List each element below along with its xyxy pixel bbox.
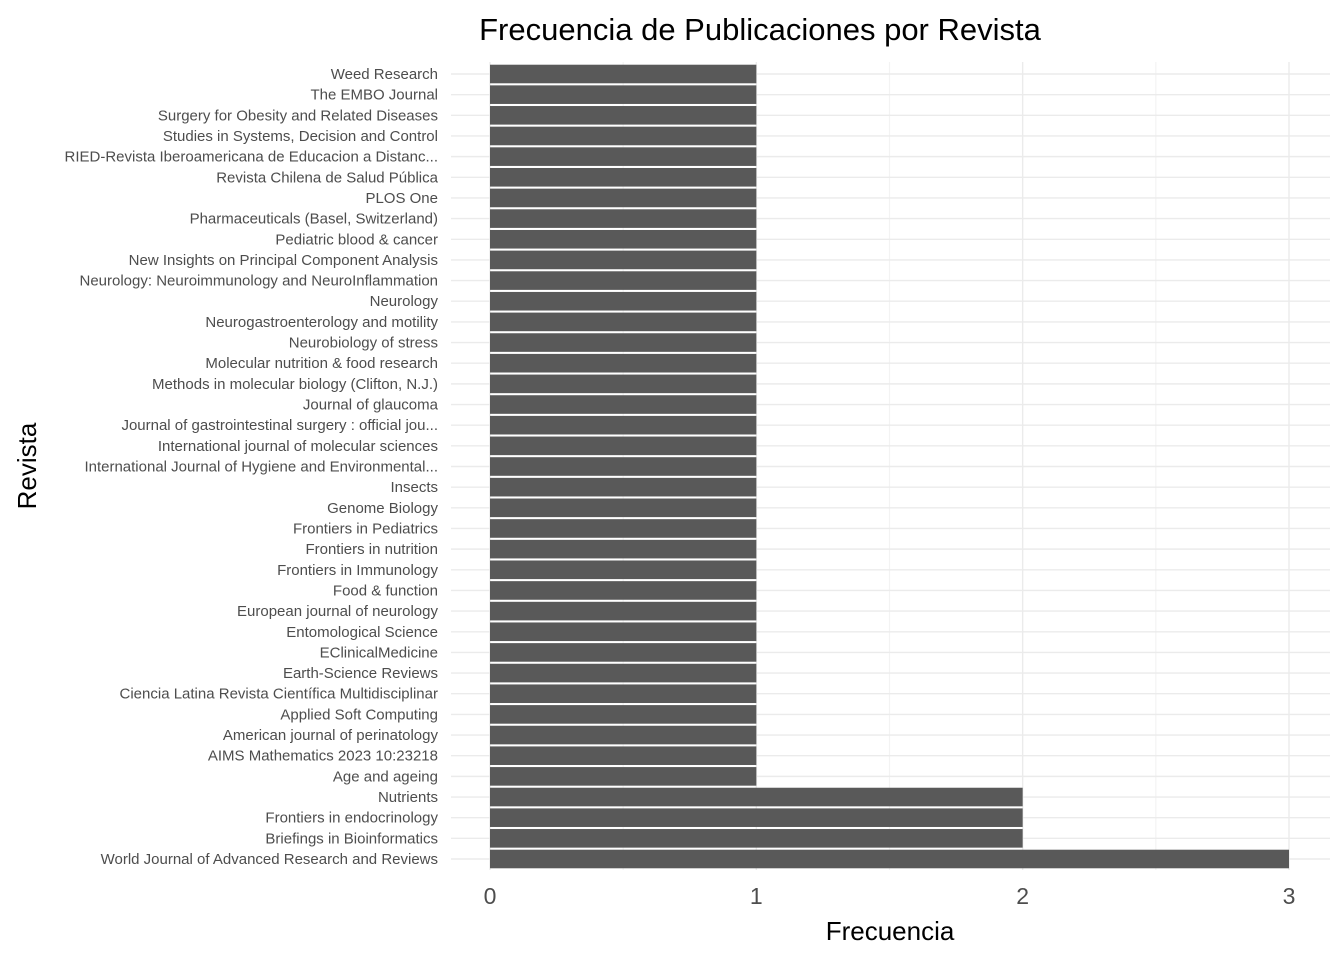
y-axis-tick-labels: Weed Research The EMBO Journal Surgery for… <box>64 66 438 868</box>
x-tick-label: 1 <box>750 883 763 909</box>
y-tick-label: Studies in Systems, Decision and Control <box>163 128 438 145</box>
y-tick-label: Pharmaceuticals (Basel, Switzerland) <box>190 211 438 228</box>
bar <box>490 229 757 249</box>
bar <box>490 539 757 559</box>
y-tick-label: Revista Chilena de Salud Pública <box>216 169 438 186</box>
bar <box>490 85 757 104</box>
bar <box>490 581 757 600</box>
bar <box>490 787 1023 807</box>
bar <box>490 849 1289 869</box>
y-tick-label: Genome Biology <box>327 500 438 517</box>
y-tick-label: Methods in molecular biology (Clifton, N… <box>152 376 438 393</box>
y-tick-label: Neurology: Neuroimmunology and NeuroInfl… <box>79 273 438 290</box>
y-tick-label: Neurology <box>370 293 439 310</box>
y-axis-title: Revista <box>12 422 42 509</box>
y-tick-label: Earth-Science Reviews <box>283 665 438 682</box>
y-tick-label: Frontiers in endocrinology <box>265 810 438 827</box>
y-tick-label: Molecular nutrition & food research <box>205 355 438 372</box>
y-tick-label: Weed Research <box>331 66 438 83</box>
bar <box>490 291 757 311</box>
y-tick-label: World Journal of Advanced Research and R… <box>101 851 438 868</box>
bar <box>490 209 757 228</box>
y-tick-label: Surgery for Obesity and Related Diseases <box>158 107 438 124</box>
bar <box>490 746 757 766</box>
y-tick-label: EClinicalMedicine <box>320 644 438 661</box>
bar <box>490 808 1023 827</box>
y-tick-label: RIED-Revista Iberoamericana de Educacion… <box>64 149 438 166</box>
bar <box>490 477 757 497</box>
bar <box>490 829 1023 848</box>
x-tick-label: 2 <box>1016 883 1029 909</box>
y-tick-label: Frontiers in Pediatrics <box>293 520 438 537</box>
bar <box>490 622 757 642</box>
y-tick-label: European journal of neurology <box>237 603 438 620</box>
bar <box>490 312 757 332</box>
bar <box>490 395 757 414</box>
y-tick-label: Applied Soft Computing <box>280 706 438 723</box>
y-tick-label: International Journal of Hygiene and Env… <box>84 459 438 476</box>
bar <box>490 188 757 208</box>
y-tick-label: Nutrients <box>378 789 438 806</box>
bar <box>490 64 757 84</box>
y-tick-label: Journal of gastrointestinal surgery : of… <box>121 417 438 434</box>
y-tick-label: New Insights on Principal Component Anal… <box>129 252 438 269</box>
bar <box>490 684 757 704</box>
x-tick-label: 3 <box>1283 883 1296 909</box>
y-tick-label: Neurobiology of stress <box>289 335 438 352</box>
y-tick-label: Ciencia Latina Revista Científica Multid… <box>120 686 438 703</box>
bars <box>490 64 1289 869</box>
y-tick-label: AIMS Mathematics 2023 10:23218 <box>208 748 438 765</box>
bar <box>490 374 757 394</box>
bar <box>490 333 757 352</box>
x-axis-title: Frecuencia <box>826 916 955 946</box>
y-tick-label: Food & function <box>333 582 438 599</box>
bar <box>490 663 757 683</box>
bar <box>490 498 757 518</box>
bar <box>490 601 757 621</box>
y-tick-label: PLOS One <box>365 190 438 207</box>
bar <box>490 436 757 456</box>
chart-title: Frecuencia de Publicaciones por Revista <box>479 12 1041 47</box>
y-tick-label: Briefings in Bioinformatics <box>265 830 438 847</box>
bar <box>490 767 757 786</box>
bar <box>490 353 757 373</box>
bar <box>490 250 757 270</box>
bar <box>490 271 757 290</box>
y-tick-label: International journal of molecular scien… <box>158 438 438 455</box>
x-tick-label: 0 <box>484 883 497 909</box>
y-tick-label: Pediatric blood & cancer <box>275 231 438 248</box>
bar <box>490 167 757 187</box>
y-tick-label: Frontiers in nutrition <box>305 541 438 558</box>
y-tick-label: American journal of perinatology <box>223 727 439 744</box>
bar <box>490 457 757 476</box>
bar <box>490 560 757 580</box>
bar <box>490 705 757 724</box>
bar <box>490 106 757 125</box>
y-tick-label: Neurogastroenterology and motility <box>205 314 438 331</box>
y-tick-label: Age and ageing <box>333 768 438 785</box>
bar <box>490 126 757 146</box>
bar <box>490 415 757 435</box>
y-tick-label: Journal of glaucoma <box>303 397 439 414</box>
x-axis-tick-labels: 0 1 2 3 <box>484 883 1296 909</box>
bar <box>490 519 757 538</box>
bar <box>490 725 757 745</box>
y-tick-label: Insects <box>390 479 438 496</box>
y-tick-label: The EMBO Journal <box>310 87 438 104</box>
y-tick-label: Entomological Science <box>286 624 438 641</box>
bar <box>490 147 757 166</box>
bar <box>490 643 757 662</box>
y-tick-label: Frontiers in Immunology <box>277 562 438 579</box>
